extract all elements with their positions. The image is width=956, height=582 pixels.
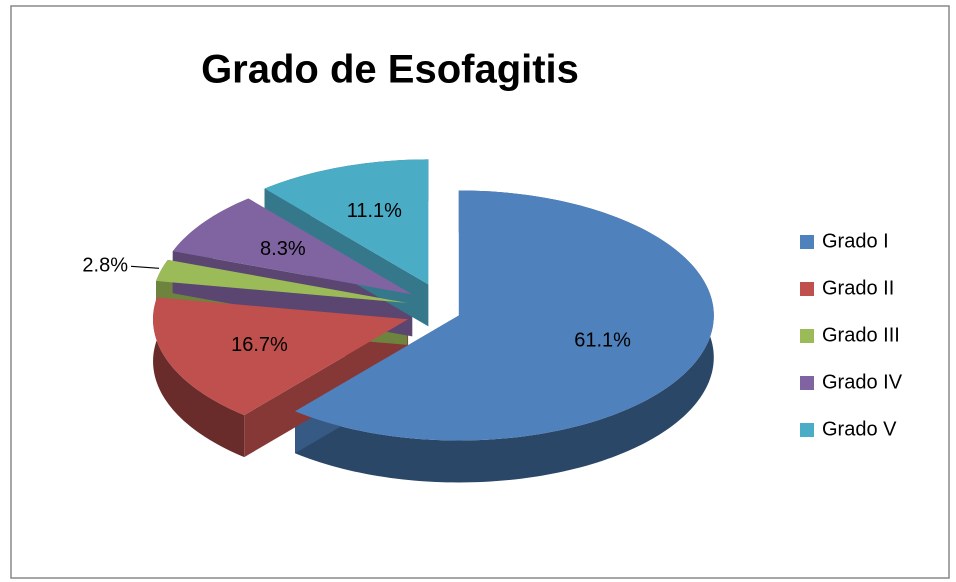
legend-swatch xyxy=(800,376,814,390)
data-label: 2.8% xyxy=(82,255,128,277)
legend-label: Grado III xyxy=(822,324,900,346)
pie-slice xyxy=(153,297,409,416)
leader-line xyxy=(130,265,160,269)
legend-label: Grado I xyxy=(822,230,889,252)
pie-slice xyxy=(156,259,408,303)
legend-swatch xyxy=(800,235,814,249)
data-labels: 61.1% 16.7% 2.8% 8.3% 11.1% xyxy=(82,200,631,356)
pie-slice xyxy=(295,190,714,441)
chart-title: Grado de Esofagitis xyxy=(201,48,579,92)
legend-swatch xyxy=(800,423,814,437)
slice-wall xyxy=(295,190,714,483)
legend: Grado I Grado II Grado III Grado IV Grado V xyxy=(800,230,903,440)
pie-slice xyxy=(264,159,429,285)
legend-label: Grado IV xyxy=(822,371,903,393)
data-label: 16.7% xyxy=(231,334,288,356)
pie-tops xyxy=(153,159,714,441)
legend-swatch xyxy=(800,329,814,343)
legend-swatch xyxy=(800,282,814,296)
data-label: 11.1% xyxy=(347,200,402,222)
pie-slice xyxy=(172,198,413,295)
data-label: 8.3% xyxy=(260,238,306,260)
slice-wall xyxy=(153,297,245,458)
data-label: 61.1% xyxy=(574,329,631,351)
legend-label: Grado V xyxy=(822,418,897,440)
legend-label: Grado II xyxy=(822,277,894,299)
